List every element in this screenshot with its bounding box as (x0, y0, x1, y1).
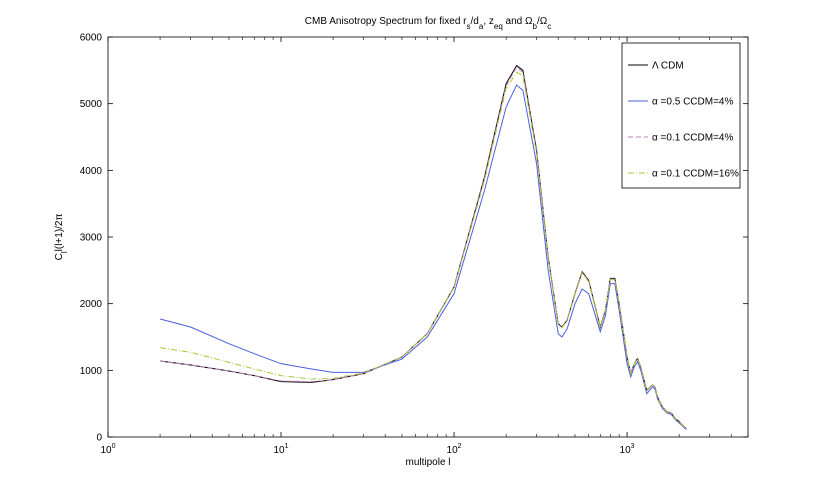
chart-title-part: s (467, 22, 471, 31)
legend-label: Λ CDM (652, 61, 684, 72)
legend-label: α =0.5 CCDM=4% (652, 97, 733, 108)
chart-title-part: , z (483, 16, 494, 27)
y-axis-label-part: l (60, 251, 69, 253)
x-tick-base: 10 (447, 445, 459, 456)
chart-title-part: CMB Anisotropy Spectrum for fixed r (305, 16, 467, 27)
legend-label: α =0.1 CCDM=4% (652, 133, 733, 144)
x-tick-exponent: 1 (285, 443, 289, 450)
x-tick-base: 10 (620, 445, 632, 456)
y-tick-label: 5000 (80, 99, 103, 110)
x-tick-base: 10 (100, 445, 112, 456)
x-tick-label: 103 (620, 443, 635, 456)
chart-title-part: c (547, 22, 551, 31)
chart-title-part: and Ω (503, 16, 533, 27)
chart-title-part: a (479, 22, 484, 31)
series-line (159, 84, 687, 431)
chart-title: CMB Anisotropy Spectrum for fixed rs/da,… (305, 16, 551, 31)
x-tick-base: 10 (274, 445, 286, 456)
y-tick-label: 2000 (80, 299, 103, 310)
legend-box (621, 42, 741, 189)
y-tick-label: 3000 (80, 233, 103, 244)
x-axis-label: multipole l (405, 457, 450, 468)
x-tick-exponent: 0 (112, 443, 116, 450)
x-tick-label: 102 (447, 443, 462, 456)
x-tick-label: 101 (274, 443, 289, 456)
x-tick-exponent: 3 (631, 443, 635, 450)
legend-label: α =0.1 CCDM=16% (652, 169, 739, 180)
chart-title-part: b (533, 22, 538, 31)
chart-title-part: /d (471, 16, 479, 27)
x-tick-exponent: 2 (458, 443, 462, 450)
y-tick-label: 4000 (80, 166, 103, 177)
y-axis-label-part: l(l+1)/2π (54, 214, 65, 252)
y-axis-label: Cll(l+1)/2π (54, 214, 69, 261)
y-tick-label: 6000 (80, 33, 103, 44)
chart-title-part: /Ω (537, 16, 548, 27)
y-tick-label: 1000 (80, 366, 103, 377)
y-axis-label-part: C (54, 253, 65, 260)
y-tick-label: 0 (96, 433, 102, 444)
x-tick-label: 100 (100, 443, 115, 456)
chart-title-part: eq (494, 22, 503, 31)
series-line (160, 71, 687, 430)
